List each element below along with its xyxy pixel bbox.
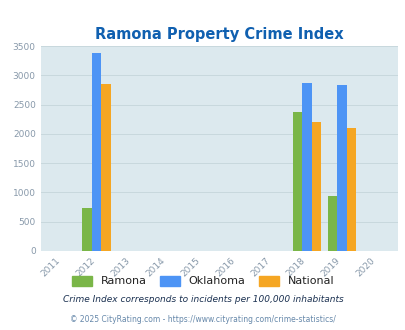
Bar bbox=[92, 53, 101, 251]
Bar bbox=[327, 196, 336, 251]
Bar bbox=[336, 85, 346, 251]
Text: © 2025 CityRating.com - https://www.cityrating.com/crime-statistics/: © 2025 CityRating.com - https://www.city… bbox=[70, 315, 335, 324]
Bar bbox=[346, 128, 355, 251]
Bar bbox=[292, 112, 301, 251]
Legend: Ramona, Oklahoma, National: Ramona, Oklahoma, National bbox=[67, 271, 338, 291]
Bar bbox=[301, 83, 311, 251]
Title: Ramona Property Crime Index: Ramona Property Crime Index bbox=[95, 27, 343, 42]
Bar bbox=[101, 84, 111, 251]
Text: Crime Index corresponds to incidents per 100,000 inhabitants: Crime Index corresponds to incidents per… bbox=[62, 295, 343, 304]
Bar bbox=[82, 208, 92, 251]
Bar bbox=[311, 122, 320, 251]
